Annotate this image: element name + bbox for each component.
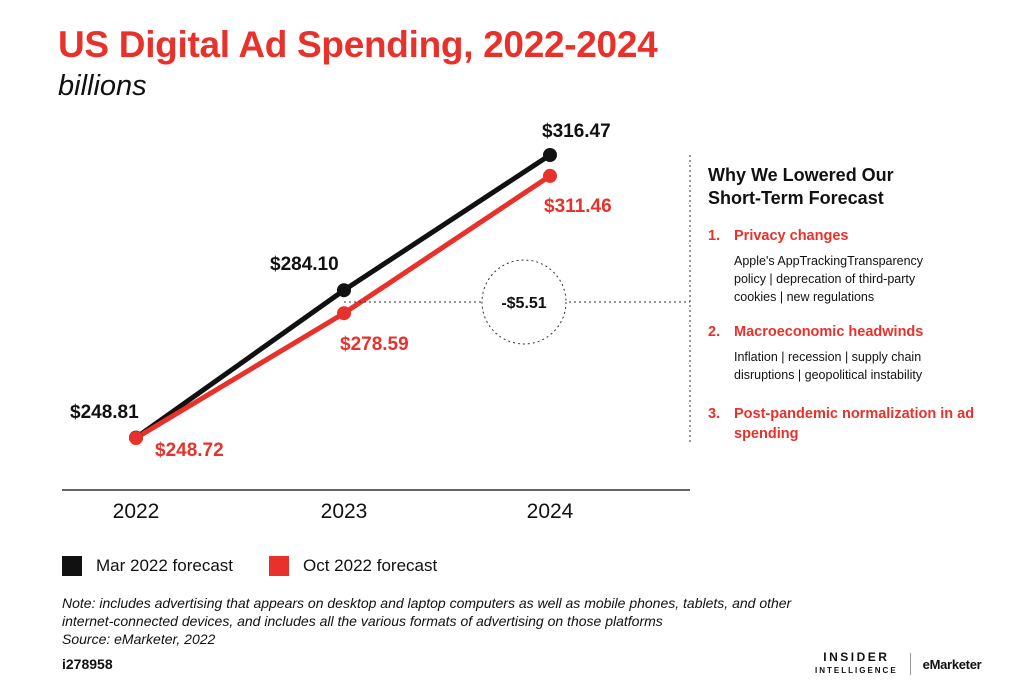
insider-intelligence-logo: INSIDER INTELLIGENCE [815,650,898,676]
data-point [543,168,557,183]
data-label: $248.72 [155,440,224,461]
brand-logos: INSIDER INTELLIGENCE eMarketer [815,650,982,677]
data-point [337,306,351,321]
chart-legend: Mar 2022 forecast Oct 2022 forecast [62,556,473,576]
legend-swatch [62,556,82,576]
reason-number: 2. [708,324,721,340]
data-label: $248.81 [70,402,139,423]
data-label: $311.46 [544,196,612,217]
chart-id: i278958 [62,656,113,672]
legend-label: Oct 2022 forecast [303,556,438,575]
note-text: Note: includes advertising that appears … [62,595,792,629]
data-label: $278.59 [340,334,409,355]
emarketer-logo: eMarketer [922,656,982,672]
difference-circle [481,259,567,345]
legend-swatch [269,556,290,576]
difference-label: -$5.51 [501,295,546,312]
brand-separator [909,653,911,675]
legend-item-oct-2022: Oct 2022 forecast [269,556,437,576]
reason-item: 2. Macroeconomic headwinds Inflation | r… [708,322,1008,384]
reason-number: 1. [708,228,721,244]
source-text: Source: eMarketer, 2022 [62,631,216,647]
data-point [543,148,557,162]
x-tick-label: 2023 [321,500,368,523]
data-point [129,431,143,445]
footnote: Note: includes advertising that appears … [62,594,802,648]
chart-title: US Digital Ad Spending, 2022-2024 [58,24,658,65]
reason-item: 1. Privacy changes Apple's AppTrackingTr… [708,226,1008,306]
reason-detail: Inflation | recession | supply chain dis… [734,350,923,382]
reason-heading: Post-pandemic normalization in ad spendi… [734,406,975,442]
reason-heading: Privacy changes [734,228,849,244]
reason-heading: Macroeconomic headwinds [734,324,924,340]
x-tick-label: 2024 [527,500,574,523]
panel-title: Why We Lowered Our Short-Term Forecast [708,165,894,208]
data-point [337,283,351,298]
reason-detail: Apple's AppTrackingTransparency policy |… [734,254,924,304]
reason-number: 3. [708,406,721,422]
chart-subtitle: billions [58,70,147,102]
legend-label: Mar 2022 forecast [96,556,234,575]
x-tick-label: 2022 [113,500,160,523]
reason-item: 3. Post-pandemic normalization in ad spe… [708,404,1008,444]
legend-item-mar-2022: Mar 2022 forecast [62,556,233,576]
explanation-panel: Why We Lowered Our Short-Term Forecast 1… [708,164,1008,444]
data-label: $316.47 [542,121,611,142]
data-label: $284.10 [270,254,339,275]
